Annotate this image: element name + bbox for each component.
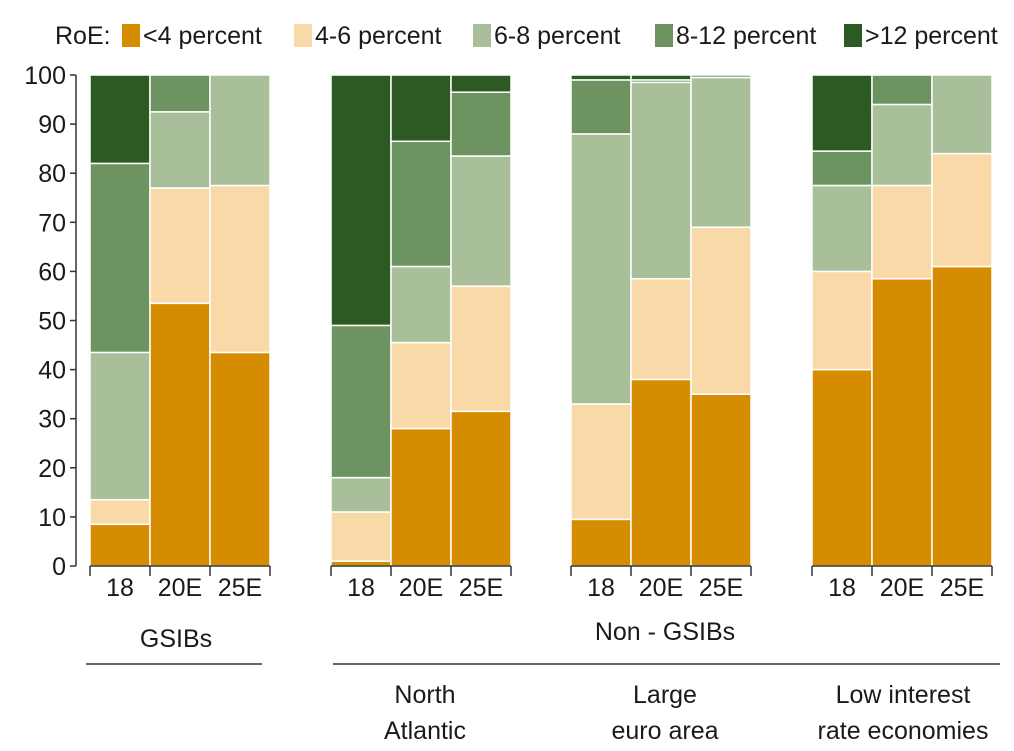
x-tick-label: 20E xyxy=(399,574,443,602)
legend-swatch-0 xyxy=(122,24,140,47)
bar-segment-g0-c1-s1 xyxy=(149,187,211,305)
x-tick-label: 25E xyxy=(218,574,262,602)
bar-segment-g1-c0-s1 xyxy=(330,511,392,562)
legend-title: RoE: xyxy=(55,22,111,50)
legend-label-3: 8-12 percent xyxy=(676,22,816,50)
bar-segment-g1-c0-s2 xyxy=(330,476,392,513)
group-labels: GSIBs Non - GSIBs North Atlantic Large euro a… xyxy=(86,618,1000,745)
bar-segment-g2-c0-s3 xyxy=(570,79,632,135)
sub-label-2: Large euro area xyxy=(611,681,718,745)
bar-segment-g1-c1-s2 xyxy=(390,265,452,344)
bar-segment-g0-c2-s0 xyxy=(209,351,271,567)
x-tick-label: 25E xyxy=(459,574,503,602)
bar-segment-g3-c2-s2 xyxy=(931,74,993,155)
x-tick-label: 18 xyxy=(828,574,856,602)
y-tick-label: 100 xyxy=(24,62,66,90)
bar-segment-g2-c0-s4 xyxy=(570,74,632,81)
legend-label-1: 4-6 percent xyxy=(315,22,442,50)
y-tick-label: 50 xyxy=(38,308,66,336)
bar-segment-g0-c0-s3 xyxy=(89,162,151,354)
legend-label-2: 6-8 percent xyxy=(494,22,621,50)
bar-segment-g0-c2-s2 xyxy=(209,74,271,187)
bar-segment-g3-c2-s1 xyxy=(931,152,993,268)
y-tick-label: 10 xyxy=(38,504,66,532)
bar-segment-g3-c0-s4 xyxy=(811,74,873,152)
y-tick-label: 40 xyxy=(38,357,66,385)
x-tick-label: 25E xyxy=(940,574,984,602)
legend-swatch-4 xyxy=(844,24,862,47)
y-tick-label: 70 xyxy=(38,209,66,237)
y-tick-label: 0 xyxy=(52,553,66,581)
bar-segment-g0-c1-s2 xyxy=(149,111,211,189)
y-tick-label: 80 xyxy=(38,160,66,188)
legend-label-0: <4 percent xyxy=(143,22,262,50)
bar-segment-g1-c1-s3 xyxy=(390,140,452,268)
bar-segment-g2-c2-s1 xyxy=(690,226,752,395)
legend-label-4: >12 percent xyxy=(865,22,998,50)
bar-segment-g2-c1-s2 xyxy=(630,81,692,280)
x-axis: 18 20E 25E 18 20E 25E 18 20E 25E 18 20E 25E xyxy=(89,565,993,602)
bar-segment-g2-c1-s0 xyxy=(630,378,692,567)
bar-segment-g0-c1-s0 xyxy=(149,302,211,567)
bar-segment-g2-c2-s3 xyxy=(690,74,752,79)
bar-segment-g0-c0-s1 xyxy=(89,498,151,526)
bar-segment-g3-c1-s1 xyxy=(871,184,933,280)
y-tick-label: 60 xyxy=(38,258,66,286)
y-tick-label: 20 xyxy=(38,455,66,483)
bar-segment-g1-c2-s1 xyxy=(450,285,512,413)
bar-segment-g1-c1-s0 xyxy=(390,427,452,567)
bar-segment-g2-c0-s0 xyxy=(570,518,632,567)
bar-segment-g1-c0-s4 xyxy=(330,74,392,327)
bar-segment-g0-c1-s3 xyxy=(149,74,211,113)
bar-segment-g0-c0-s2 xyxy=(89,351,151,501)
sub-label-1: North Atlantic xyxy=(384,681,466,745)
x-tick-label: 18 xyxy=(347,574,375,602)
legend-swatch-3 xyxy=(655,24,673,47)
bar-segment-g2-c0-s1 xyxy=(570,403,632,521)
bar-segment-g2-c2-s0 xyxy=(690,393,752,567)
bar-segment-g1-c1-s4 xyxy=(390,74,452,143)
bar-segment-g2-c1-s1 xyxy=(630,278,692,381)
bar-segment-g3-c0-s0 xyxy=(811,368,873,567)
bar-segment-g2-c1-s4 xyxy=(630,74,692,81)
bar-segment-g1-c2-s3 xyxy=(450,91,512,157)
x-tick-label: 20E xyxy=(880,574,924,602)
bar-segment-g3-c1-s3 xyxy=(871,74,933,106)
bar-segment-g1-c2-s4 xyxy=(450,74,512,93)
bar-segment-g3-c1-s2 xyxy=(871,103,933,187)
x-tick-label: 18 xyxy=(106,574,134,602)
bar-segment-g1-c2-s0 xyxy=(450,410,512,567)
bar-segment-g1-c1-s1 xyxy=(390,341,452,430)
bar-segment-g0-c2-s1 xyxy=(209,184,271,354)
group-label-gsibs: GSIBs xyxy=(140,625,212,653)
group-label-non-gsibs: Non - GSIBs xyxy=(595,618,735,646)
y-axis: 0 10 20 30 40 50 60 70 80 90 100 xyxy=(24,62,77,581)
x-tick-label: 20E xyxy=(158,574,202,602)
x-tick-label: 20E xyxy=(639,574,683,602)
sub-label-3: Low interest rate economies xyxy=(818,681,989,745)
bar-segment-g1-c2-s2 xyxy=(450,155,512,287)
bar-segment-g3-c2-s0 xyxy=(931,265,993,567)
bar-segment-g0-c0-s4 xyxy=(89,74,151,165)
x-tick-label: 18 xyxy=(587,574,615,602)
bar-segment-g3-c0-s2 xyxy=(811,184,873,273)
y-tick-label: 90 xyxy=(38,111,66,139)
bar-segment-g2-c0-s2 xyxy=(570,133,632,405)
bars xyxy=(89,74,993,567)
bar-segment-g3-c0-s3 xyxy=(811,150,873,187)
bar-segment-g3-c0-s1 xyxy=(811,270,873,371)
legend-swatch-2 xyxy=(473,24,491,47)
y-tick-label: 30 xyxy=(38,406,66,434)
bar-segment-g3-c1-s0 xyxy=(871,278,933,567)
bar-segment-g2-c2-s2 xyxy=(690,76,752,228)
x-tick-label: 25E xyxy=(699,574,743,602)
bar-segment-g1-c0-s3 xyxy=(330,324,392,479)
legend-swatch-1 xyxy=(294,24,312,47)
legend: RoE: <4 percent 4-6 percent 6-8 percent 8-1… xyxy=(55,22,998,50)
bar-segment-g0-c0-s0 xyxy=(89,523,151,567)
